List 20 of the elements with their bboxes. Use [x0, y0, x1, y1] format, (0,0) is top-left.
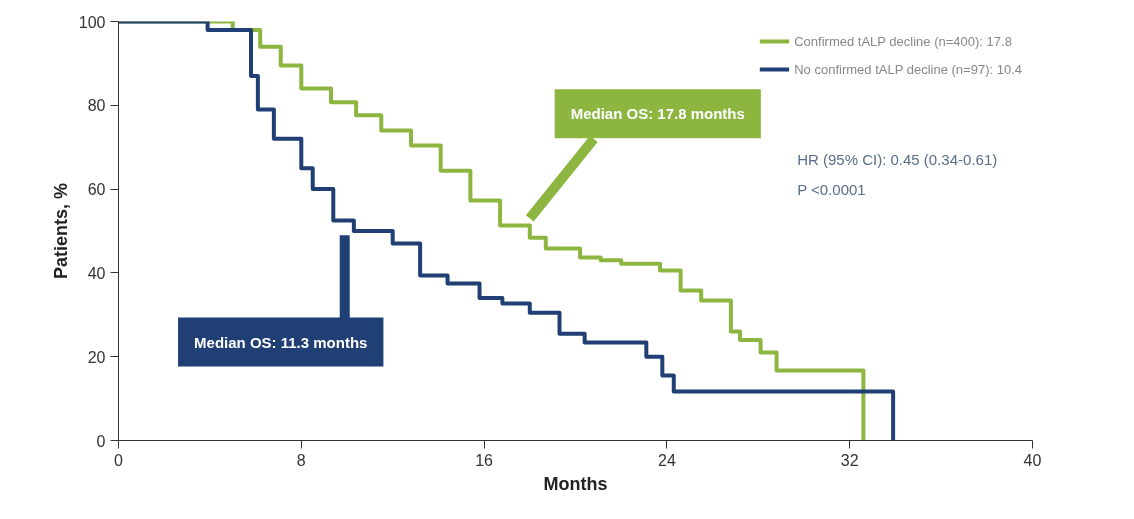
- legend-label: No confirmed tALP decline (n=97): 10.4: [794, 61, 1022, 77]
- annotation: HR (95% CI): 0.45 (0.34-0.61): [797, 151, 998, 169]
- y-tick-label: 80: [87, 97, 106, 115]
- y-tick-label: 40: [87, 264, 106, 282]
- x-tick-label: 32: [840, 451, 859, 469]
- y-tick-label: 0: [96, 432, 106, 450]
- x-tick-label: 40: [1023, 451, 1042, 469]
- y-tick-label: 20: [87, 348, 106, 366]
- x-tick-label: 24: [658, 451, 676, 469]
- x-tick-label: 8: [296, 451, 306, 469]
- y-axis-title: Patients, %: [50, 182, 71, 280]
- x-axis-title: Months: [543, 473, 608, 494]
- x-tick-label: 16: [475, 451, 494, 469]
- x-tick-label: 0: [114, 451, 124, 469]
- annotation: Median OS: 11.3 months: [194, 333, 368, 351]
- annotation: Median OS: 17.8 months: [570, 105, 745, 123]
- y-tick-label: 60: [87, 181, 106, 199]
- legend-label: Confirmed tALP decline (n=400): 17.8: [794, 33, 1012, 49]
- annotation: P <0.0001: [797, 180, 866, 198]
- y-tick-label: 100: [78, 13, 106, 31]
